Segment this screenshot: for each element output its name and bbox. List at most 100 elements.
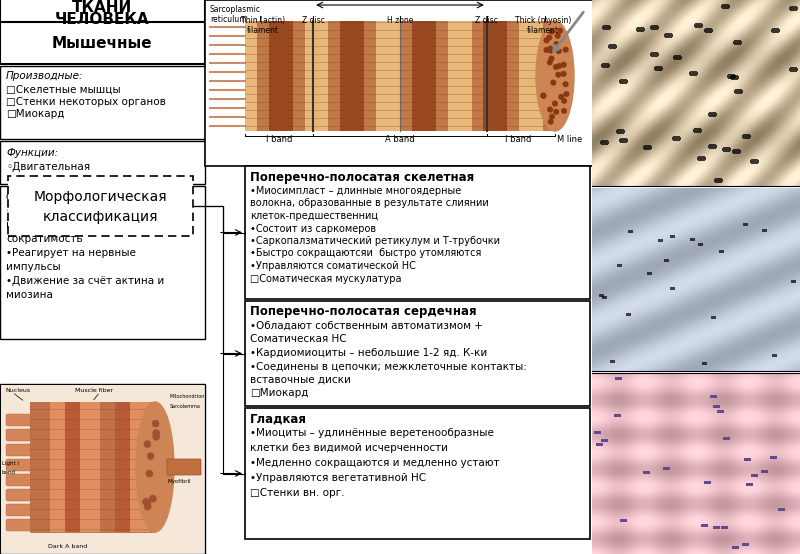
- FancyBboxPatch shape: [115, 402, 130, 532]
- Text: Nucleus: Nucleus: [5, 388, 30, 393]
- FancyBboxPatch shape: [257, 21, 270, 131]
- Text: Dark A band: Dark A band: [48, 543, 88, 548]
- Text: Myofibril: Myofibril: [168, 480, 191, 485]
- FancyBboxPatch shape: [1, 385, 204, 553]
- FancyBboxPatch shape: [329, 21, 341, 131]
- Text: H zone: H zone: [387, 16, 413, 25]
- Text: ЧЕЛОВЕКА: ЧЕЛОВЕКА: [54, 13, 150, 28]
- Circle shape: [564, 91, 570, 97]
- Circle shape: [558, 94, 564, 100]
- Circle shape: [549, 29, 554, 34]
- FancyBboxPatch shape: [65, 402, 80, 532]
- Ellipse shape: [536, 21, 574, 131]
- Text: M line: M line: [558, 135, 582, 143]
- Text: band: band: [2, 469, 16, 474]
- FancyBboxPatch shape: [6, 414, 45, 426]
- Circle shape: [563, 47, 569, 53]
- Text: •Состоит из саркомеров: •Состоит из саркомеров: [250, 223, 376, 233]
- Text: Соматическая НС: Соматическая НС: [250, 335, 346, 345]
- Text: Z disc: Z disc: [302, 16, 325, 25]
- Text: импульсы: импульсы: [6, 262, 61, 272]
- FancyBboxPatch shape: [448, 21, 460, 131]
- FancyBboxPatch shape: [531, 21, 543, 131]
- Text: клеток-предшественниц: клеток-предшественниц: [250, 211, 378, 221]
- Circle shape: [561, 71, 566, 76]
- Text: Производные:: Производные:: [6, 71, 83, 81]
- Circle shape: [146, 470, 153, 477]
- Text: □Скелетные мышцы: □Скелетные мышцы: [6, 85, 121, 95]
- Text: •Движение за счёт актина и: •Движение за счёт актина и: [6, 276, 164, 286]
- FancyBboxPatch shape: [495, 21, 508, 131]
- Text: Мышечные: Мышечные: [52, 35, 152, 50]
- Circle shape: [562, 81, 568, 87]
- FancyBboxPatch shape: [376, 21, 389, 131]
- FancyBboxPatch shape: [167, 459, 201, 475]
- FancyBboxPatch shape: [30, 402, 155, 532]
- Text: Sarcoplasmic
reticulum: Sarcoplasmic reticulum: [210, 5, 261, 24]
- Circle shape: [556, 48, 562, 54]
- Text: ТКАНИ: ТКАНИ: [72, 0, 132, 14]
- Text: •Кардиомиоциты – небольшие 1-2 яд. К-ки: •Кардиомиоциты – небольшие 1-2 яд. К-ки: [250, 348, 487, 358]
- Text: Функции:: Функции:: [6, 148, 58, 158]
- Ellipse shape: [136, 402, 174, 532]
- FancyBboxPatch shape: [0, 66, 205, 139]
- Circle shape: [555, 33, 561, 39]
- FancyBboxPatch shape: [269, 21, 282, 131]
- Text: •Обладают собственным автоматизмом +: •Обладают собственным автоматизмом +: [250, 321, 483, 331]
- Text: A band: A band: [385, 135, 415, 143]
- Circle shape: [548, 119, 554, 125]
- Circle shape: [561, 62, 566, 68]
- Text: •Саркопалзматический ретикулум и Т-трубочки: •Саркопалзматический ретикулум и Т-трубо…: [250, 236, 500, 246]
- Circle shape: [544, 38, 550, 43]
- Circle shape: [550, 80, 556, 85]
- Circle shape: [558, 28, 563, 33]
- Text: Light I: Light I: [2, 461, 19, 466]
- FancyBboxPatch shape: [293, 21, 305, 131]
- FancyBboxPatch shape: [50, 402, 65, 532]
- Circle shape: [561, 108, 566, 114]
- Circle shape: [554, 109, 559, 115]
- FancyBboxPatch shape: [245, 21, 258, 131]
- FancyBboxPatch shape: [483, 21, 496, 131]
- Text: □Миокард: □Миокард: [6, 109, 64, 119]
- Circle shape: [555, 72, 561, 78]
- Text: Mitochondrion: Mitochondrion: [170, 393, 206, 398]
- Text: Sarcomere: Sarcomere: [374, 0, 426, 2]
- FancyBboxPatch shape: [507, 21, 520, 131]
- Text: •Медленно сокращаются и медленно устают: •Медленно сокращаются и медленно устают: [250, 458, 499, 468]
- Text: классификация: классификация: [42, 210, 158, 224]
- Circle shape: [153, 433, 160, 440]
- FancyBboxPatch shape: [436, 21, 448, 131]
- FancyBboxPatch shape: [245, 301, 590, 406]
- Text: Muscle fiber: Muscle fiber: [75, 388, 113, 393]
- Circle shape: [144, 500, 151, 507]
- Text: клетки без видимой исчерченности: клетки без видимой исчерченности: [250, 443, 448, 453]
- FancyBboxPatch shape: [6, 444, 45, 456]
- Circle shape: [547, 59, 553, 65]
- Circle shape: [142, 498, 150, 505]
- Circle shape: [546, 35, 552, 40]
- Text: ◦Двигательная: ◦Двигательная: [6, 162, 90, 172]
- FancyBboxPatch shape: [317, 21, 329, 131]
- Text: •Управляются вегетативной НС: •Управляются вегетативной НС: [250, 473, 426, 483]
- Text: возбудимость и: возбудимость и: [6, 220, 93, 230]
- FancyBboxPatch shape: [30, 402, 50, 532]
- Text: волокна, образованные в результате слиянии: волокна, образованные в результате слиян…: [250, 198, 489, 208]
- FancyBboxPatch shape: [400, 21, 413, 131]
- Circle shape: [554, 41, 559, 47]
- FancyBboxPatch shape: [0, 141, 205, 184]
- Text: сократимость: сократимость: [6, 234, 82, 244]
- Text: •Миосимпласт – длинные многоядерные: •Миосимпласт – длинные многоядерные: [250, 186, 462, 196]
- Circle shape: [144, 440, 151, 448]
- FancyBboxPatch shape: [471, 21, 484, 131]
- Circle shape: [549, 56, 554, 61]
- Circle shape: [547, 46, 553, 52]
- Circle shape: [557, 63, 562, 69]
- Text: Морфологическая: Морфологическая: [34, 190, 167, 204]
- Text: □Стенки вн. орг.: □Стенки вн. орг.: [250, 488, 345, 498]
- FancyBboxPatch shape: [0, 384, 205, 554]
- FancyBboxPatch shape: [305, 21, 317, 131]
- Text: Гладкая: Гладкая: [250, 413, 307, 425]
- FancyBboxPatch shape: [130, 402, 150, 532]
- FancyBboxPatch shape: [0, 186, 205, 339]
